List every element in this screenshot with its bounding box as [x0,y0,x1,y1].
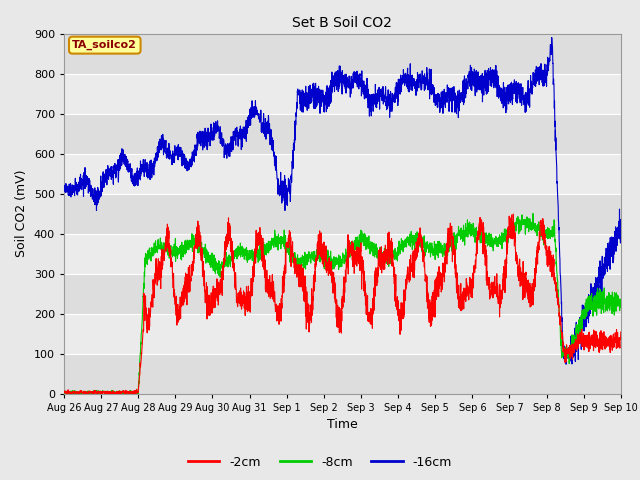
Bar [64,274,621,313]
Legend: -2cm, -8cm, -16cm: -2cm, -8cm, -16cm [183,451,457,474]
Title: Set B Soil CO2: Set B Soil CO2 [292,16,392,30]
Bar [64,313,621,354]
Bar [64,0,621,34]
Bar [64,234,621,274]
Bar [64,34,621,73]
Bar [64,73,621,114]
Text: TA_soilco2: TA_soilco2 [72,40,137,50]
X-axis label: Time: Time [327,418,358,431]
Y-axis label: Soil CO2 (mV): Soil CO2 (mV) [15,170,28,257]
Bar [64,114,621,154]
Bar [64,193,621,234]
Bar [64,354,621,394]
Bar [64,154,621,193]
